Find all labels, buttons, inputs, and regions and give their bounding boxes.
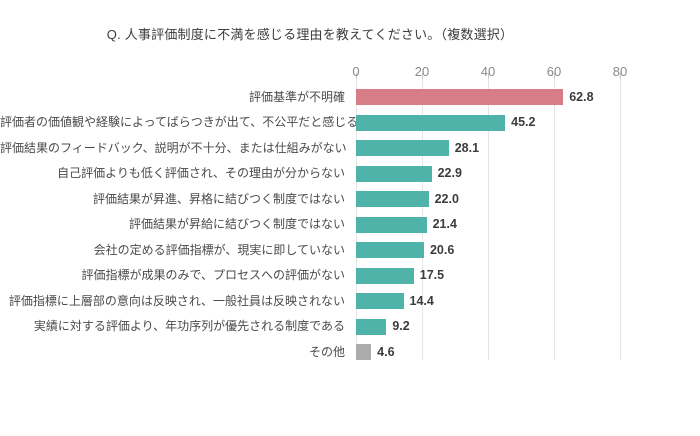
category-label: 評価基準が不明確 <box>248 89 345 104</box>
value-label: 45.2 <box>511 115 536 129</box>
category-label: その他 <box>308 344 345 359</box>
axis-tick-mark <box>619 73 621 79</box>
value-label: 21.4 <box>432 217 457 231</box>
bar <box>356 191 429 207</box>
x-axis-tick-label: 60 <box>546 64 562 79</box>
bar <box>356 140 449 156</box>
gridline <box>553 79 555 360</box>
category-label: 評価結果のフィードバック、説明が不十分、または仕組みがない <box>0 140 347 155</box>
gridline <box>619 79 621 360</box>
category-label: 評価結果が昇給に結びつく制度ではない <box>128 217 345 231</box>
bar <box>356 242 424 258</box>
value-label: 17.5 <box>419 268 445 282</box>
bar <box>356 293 404 309</box>
category-label: 会社の定める評価指標が、現実に即していない <box>93 242 345 257</box>
category-label: 評価結果が昇進、昇格に結びつく制度ではない <box>92 191 345 206</box>
axis-tick-mark <box>355 73 357 79</box>
category-label: 自己評価よりも低く評価され、その理由が分からない <box>57 166 345 180</box>
value-label: 22.0 <box>434 191 459 206</box>
category-label: 評価指標が成果のみで、プロセスへの評価がない <box>81 268 345 282</box>
value-label: 22.9 <box>437 166 462 180</box>
axis-tick-mark <box>487 73 489 79</box>
bar <box>356 267 414 284</box>
category-label: 評価者の価値観や経験によってばらつきが出て、不公平だと感じる <box>0 115 359 129</box>
x-axis-tick-label: 0 <box>352 64 360 79</box>
gridline <box>487 79 489 360</box>
value-label: 14.4 <box>409 293 434 308</box>
x-axis-tick-label: 20 <box>414 64 430 79</box>
bar <box>356 89 564 105</box>
bar <box>356 114 506 131</box>
x-axis-tick-label: 80 <box>612 64 628 79</box>
value-label: 9.2 <box>392 319 410 333</box>
value-label: 28.1 <box>454 140 480 155</box>
bar <box>356 165 432 182</box>
value-label: 4.6 <box>377 344 395 359</box>
axis-tick-mark <box>553 73 555 79</box>
bar <box>356 216 427 233</box>
bar <box>356 344 372 360</box>
chart-title: Q. 人事評価制度に不満を感じる理由を教えてください。（複数選択） <box>106 27 514 42</box>
value-label: 20.6 <box>429 242 455 257</box>
bar <box>356 318 387 335</box>
category-label: 評価指標に上層部の意向は反映され、一般社員は反映されない <box>8 293 345 308</box>
axis-tick-mark <box>421 73 423 79</box>
x-axis-tick-label: 40 <box>480 64 496 79</box>
value-label: 62.8 <box>569 89 594 104</box>
category-label: 実績に対する評価より、年功序列が優先される制度である <box>33 319 345 333</box>
